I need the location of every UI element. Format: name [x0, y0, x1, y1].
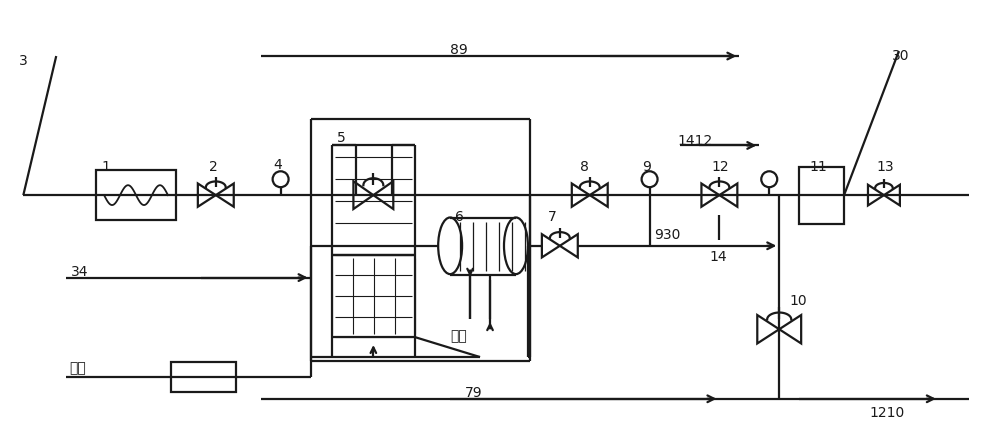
Text: 7: 7: [548, 210, 557, 224]
Text: 10: 10: [789, 294, 807, 309]
Text: 冷源: 冷源: [450, 329, 467, 343]
Text: 2: 2: [209, 160, 218, 174]
Text: 12: 12: [711, 160, 729, 174]
Text: 14: 14: [709, 250, 727, 264]
Bar: [96, 170, 176, 220]
Bar: [171, 362, 236, 392]
Text: 补液: 补液: [69, 361, 86, 375]
Bar: [799, 167, 844, 224]
Text: 5: 5: [336, 131, 345, 145]
Text: 13: 13: [876, 160, 894, 174]
Text: 1412: 1412: [678, 134, 713, 148]
Text: 34: 34: [71, 265, 89, 279]
Text: 3: 3: [19, 54, 28, 68]
Text: 8: 8: [580, 160, 589, 174]
Text: 1: 1: [101, 160, 110, 174]
Text: 79: 79: [465, 386, 483, 400]
Text: 4: 4: [274, 158, 282, 172]
Text: 11: 11: [809, 160, 827, 174]
Text: 1210: 1210: [869, 406, 904, 420]
Text: 9: 9: [643, 160, 651, 174]
Text: 89: 89: [450, 43, 468, 57]
Text: 6: 6: [455, 210, 464, 224]
Text: 30: 30: [892, 49, 909, 63]
Text: 930: 930: [655, 228, 681, 242]
